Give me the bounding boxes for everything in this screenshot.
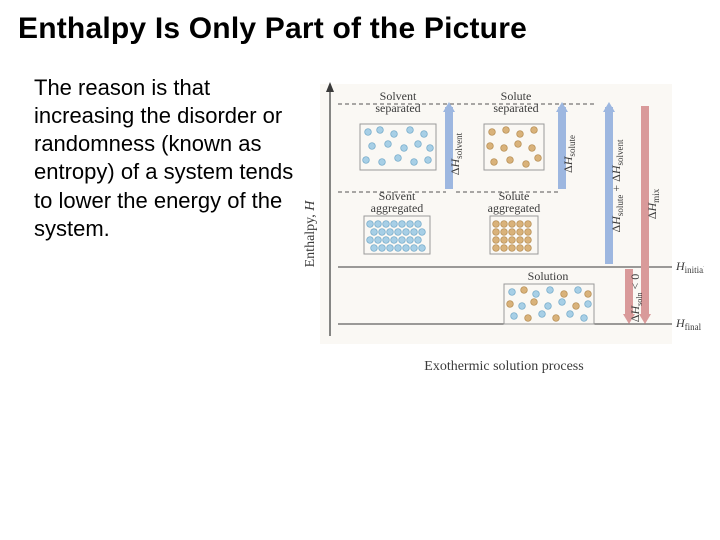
body-paragraph: The reason is that increasing the disord… [34,74,294,394]
dH-solvent-bar [445,107,453,189]
enthalpy-diagram: Enthalpy, H Solventseparated Solutesepar… [294,74,710,394]
solvent-separated-label: Solventseparated [375,89,420,115]
diagram-svg: Enthalpy, H Solventseparated Solutesepar… [294,74,704,394]
solution-label: Solution [528,269,569,283]
H-initial-label: Hinitial [675,259,704,275]
y-axis-label: Enthalpy, H [303,200,318,268]
page-title: Enthalpy Is Only Part of the Picture [0,0,720,46]
main-content: The reason is that increasing the disord… [0,46,720,394]
H-final-label: Hfinal [675,316,702,332]
diagram-caption: Exothermic solution process [424,359,583,374]
dH-solute-bar [558,107,566,189]
